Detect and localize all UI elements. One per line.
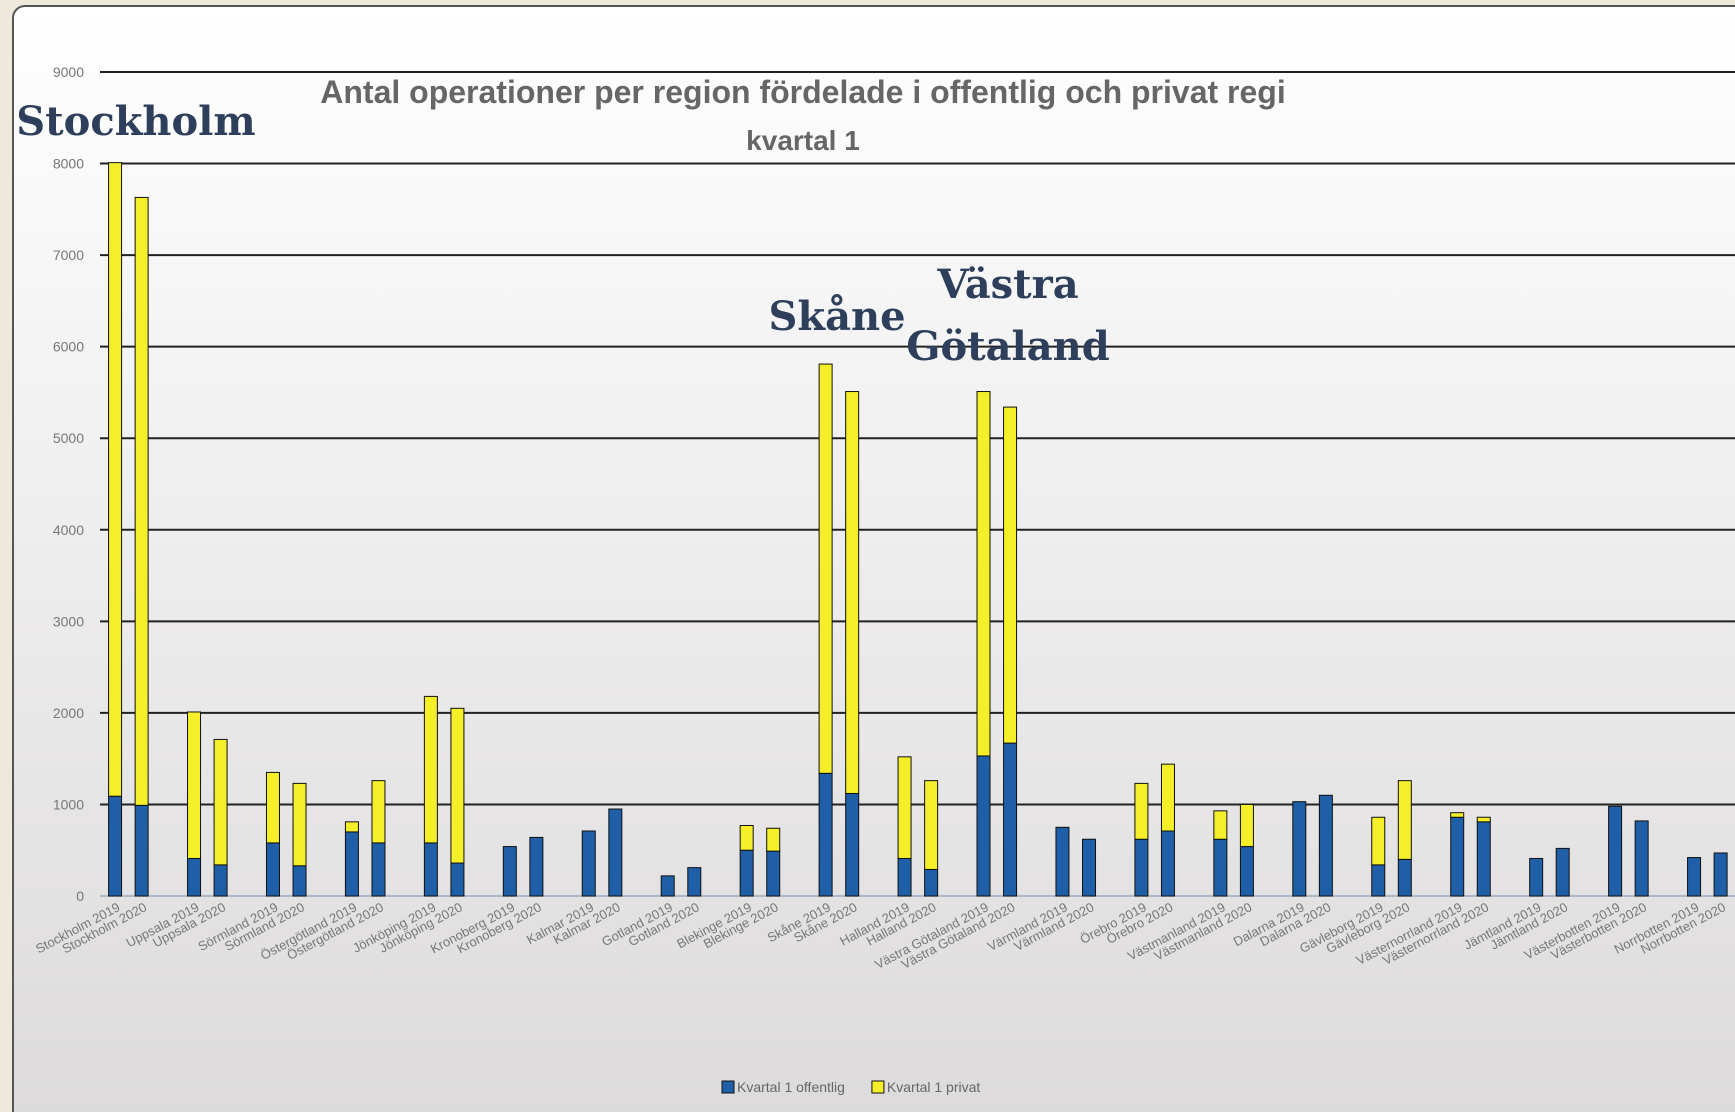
annotation: Götaland [906, 323, 1109, 370]
y-tick-label: 7000 [53, 247, 84, 263]
bar-segment [1160, 763, 1175, 832]
bar-segment [265, 771, 280, 844]
bar-segment [1318, 794, 1333, 897]
annotation: Skåne [768, 293, 905, 340]
bar-segment [1371, 816, 1386, 866]
bar-segment [739, 825, 754, 851]
legend-swatch [871, 1080, 885, 1094]
bar-segment [450, 707, 465, 864]
bar-segment [1239, 803, 1254, 848]
bar-segment [660, 875, 675, 897]
bar-segment [1003, 406, 1018, 744]
bar-segment [818, 363, 833, 774]
bar-segment [897, 756, 912, 859]
bar-segment [1292, 801, 1307, 897]
bar-segment [1134, 838, 1149, 897]
bar-segment [529, 836, 544, 897]
bar-segment [1634, 820, 1649, 897]
bar-segment [1529, 857, 1544, 897]
bar-segment [371, 780, 386, 844]
bar-segment [423, 695, 438, 844]
bar-segment [581, 830, 596, 897]
bar-segment [1608, 805, 1623, 897]
bar-segment [1055, 826, 1070, 897]
bar-segment [1450, 816, 1465, 897]
bar-segment [1397, 780, 1412, 860]
bar-segment [134, 804, 149, 897]
y-tick-label: 1000 [53, 796, 84, 812]
y-tick-label: 9000 [53, 64, 84, 80]
bar-segment [1003, 742, 1018, 897]
bar-segment [1713, 852, 1728, 897]
bar-segment [818, 772, 833, 897]
bar-segment [766, 850, 781, 897]
legend-swatch [721, 1080, 735, 1094]
bar-segment [265, 842, 280, 897]
bar-segment [108, 162, 123, 797]
y-tick-label: 8000 [53, 156, 84, 172]
y-tick-label: 0 [76, 888, 84, 904]
bar-segment [108, 795, 123, 897]
y-tick-label: 4000 [53, 522, 84, 538]
y-tick-label: 3000 [53, 613, 84, 629]
legend-label: Kvartal 1 offentlig [737, 1079, 845, 1095]
bar-segment [924, 780, 939, 870]
bar-segment [1371, 864, 1386, 897]
bar-segment [766, 827, 781, 852]
bar-segment [213, 738, 228, 866]
bar-segment [1555, 847, 1570, 897]
bar-segment [1450, 812, 1465, 818]
bar-segment [1160, 830, 1175, 897]
bar-segment [502, 846, 517, 897]
bar-segment [292, 782, 307, 867]
bar-segment [976, 391, 991, 757]
annotation: Stockholm [16, 98, 255, 145]
chart-subtitle: kvartal 1 [746, 125, 860, 156]
bar-segment [213, 864, 228, 897]
y-tick-label: 5000 [53, 430, 84, 446]
bar-segment [187, 857, 202, 897]
bar-segment [450, 862, 465, 897]
bar-segment [1082, 838, 1097, 897]
bar-segment [1213, 838, 1228, 897]
bar-segment [924, 868, 939, 897]
bar-segment [976, 755, 991, 897]
bar-segment [423, 842, 438, 897]
bar-segment [1239, 846, 1254, 897]
bar-segment [187, 711, 202, 859]
y-tick-label: 2000 [53, 705, 84, 721]
bar-segment [608, 808, 623, 897]
legend-label: Kvartal 1 privat [887, 1079, 980, 1095]
bar-segment [344, 821, 359, 833]
bar-segment [371, 842, 386, 897]
bar-segment [134, 196, 149, 806]
y-tick-label: 6000 [53, 339, 84, 355]
bar-segment [1213, 810, 1228, 840]
bar-segment [292, 865, 307, 897]
bar-segment [1687, 857, 1702, 897]
bar-segment [845, 792, 860, 897]
bar-segment [1397, 858, 1412, 897]
bar-segment [739, 849, 754, 897]
bar-segment [1476, 821, 1491, 897]
chart-title: Antal operationer per region fördelade i… [320, 74, 1285, 110]
bar-segment [845, 391, 860, 794]
bar-segment [687, 867, 702, 897]
bar-segment [1476, 816, 1491, 823]
bar-segment [1134, 782, 1149, 840]
bar-segment [344, 831, 359, 897]
bar-segment [897, 857, 912, 897]
annotation: Västra [936, 261, 1078, 308]
